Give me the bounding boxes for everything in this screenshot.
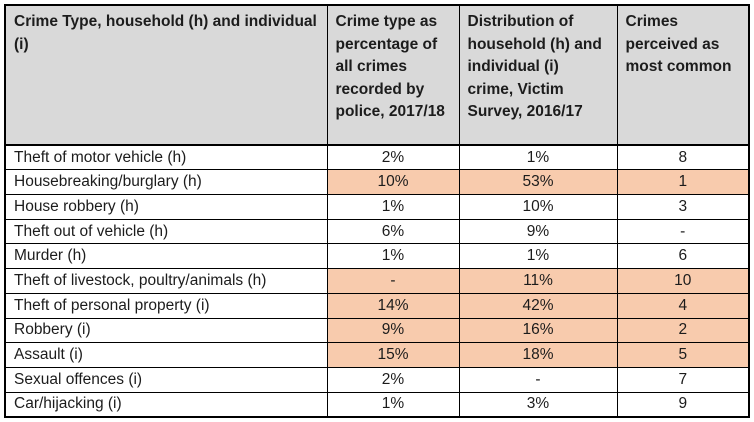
cell-survey-pct: 18% xyxy=(458,342,618,368)
table-row: House robbery (h) 1% 10% 3 xyxy=(4,193,750,220)
cell-police-pct: - xyxy=(326,268,460,294)
cell-survey-pct: 9% xyxy=(458,218,618,245)
cell-perceived-rank: 10 xyxy=(616,268,750,294)
table-row: Murder (h) 1% 1% 6 xyxy=(4,243,750,270)
cell-survey-pct: 42% xyxy=(458,292,618,319)
cell-crime-type: Robbery (i) xyxy=(4,317,328,344)
cell-perceived-rank: 9 xyxy=(616,391,750,418)
table-row: Robbery (i) 9% 16% 2 xyxy=(4,317,750,344)
table-row: Theft out of vehicle (h) 6% 9% - xyxy=(4,218,750,245)
cell-survey-pct: 1% xyxy=(458,243,618,270)
cell-police-pct: 14% xyxy=(326,292,460,319)
cell-perceived-rank: 7 xyxy=(616,366,750,393)
col-header-police-percentage: Crime type as percentage of all crimes r… xyxy=(326,4,460,146)
table-row: Theft of personal property (i) 14% 42% 4 xyxy=(4,292,750,319)
cell-crime-type: Sexual offences (i) xyxy=(4,366,328,393)
header-row: Crime Type, household (h) and individual… xyxy=(4,4,750,146)
cell-survey-pct: 1% xyxy=(458,144,618,171)
cell-police-pct: 1% xyxy=(326,193,460,220)
cell-crime-type: House robbery (h) xyxy=(4,193,328,220)
cell-perceived-rank: 6 xyxy=(616,243,750,270)
cell-police-pct: 6% xyxy=(326,218,460,245)
table-row: Assault (i) 15% 18% 5 xyxy=(4,342,750,368)
cell-survey-pct: 3% xyxy=(458,391,618,418)
cell-crime-type: Theft of motor vehicle (h) xyxy=(4,144,328,171)
cell-survey-pct: 11% xyxy=(458,268,618,294)
cell-crime-type: Murder (h) xyxy=(4,243,328,270)
cell-crime-type: Assault (i) xyxy=(4,342,328,368)
table-row: Housebreaking/burglary (h) 10% 53% 1 xyxy=(4,169,750,195)
cell-police-pct: 1% xyxy=(326,391,460,418)
crime-table-container: Crime Type, household (h) and individual… xyxy=(4,4,750,418)
cell-police-pct: 10% xyxy=(326,169,460,195)
table-row: Theft of motor vehicle (h) 2% 1% 8 xyxy=(4,144,750,171)
crime-statistics-table: Crime Type, household (h) and individual… xyxy=(4,4,750,418)
cell-survey-pct: 53% xyxy=(458,169,618,195)
table-row: Theft of livestock, poultry/animals (h) … xyxy=(4,268,750,294)
table-row: Car/hijacking (i) 1% 3% 9 xyxy=(4,391,750,418)
cell-police-pct: 2% xyxy=(326,366,460,393)
col-header-crime-type: Crime Type, household (h) and individual… xyxy=(4,4,328,146)
cell-survey-pct: 10% xyxy=(458,193,618,220)
table-row: Sexual offences (i) 2% - 7 xyxy=(4,366,750,393)
cell-survey-pct: 16% xyxy=(458,317,618,344)
cell-crime-type: Theft out of vehicle (h) xyxy=(4,218,328,245)
cell-perceived-rank: 5 xyxy=(616,342,750,368)
cell-police-pct: 1% xyxy=(326,243,460,270)
cell-crime-type: Car/hijacking (i) xyxy=(4,391,328,418)
cell-perceived-rank: 2 xyxy=(616,317,750,344)
cell-survey-pct: - xyxy=(458,366,618,393)
cell-police-pct: 2% xyxy=(326,144,460,171)
col-header-victim-survey-distribution: Distribution of household (h) and indivi… xyxy=(458,4,618,146)
col-header-perceived-common-rank: Crimes perceived as most common xyxy=(616,4,750,146)
cell-perceived-rank: 4 xyxy=(616,292,750,319)
cell-crime-type: Housebreaking/burglary (h) xyxy=(4,169,328,195)
cell-perceived-rank: 8 xyxy=(616,144,750,171)
cell-crime-type: Theft of livestock, poultry/animals (h) xyxy=(4,268,328,294)
cell-perceived-rank: 1 xyxy=(616,169,750,195)
cell-crime-type: Theft of personal property (i) xyxy=(4,292,328,319)
cell-police-pct: 9% xyxy=(326,317,460,344)
cell-police-pct: 15% xyxy=(326,342,460,368)
cell-perceived-rank: 3 xyxy=(616,193,750,220)
cell-perceived-rank: - xyxy=(616,218,750,245)
